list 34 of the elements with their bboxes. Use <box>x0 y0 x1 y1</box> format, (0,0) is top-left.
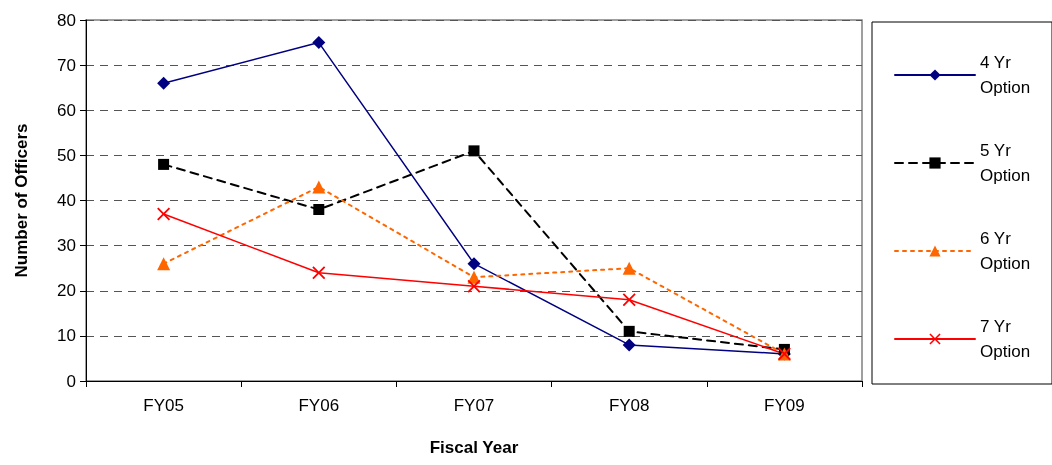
point <box>467 279 481 293</box>
point <box>622 261 636 275</box>
point <box>313 204 325 216</box>
point <box>157 257 171 271</box>
y-axis-title: Number of Officers <box>12 123 31 278</box>
x-tick-label: FY05 <box>143 396 184 415</box>
point <box>157 76 171 90</box>
point <box>158 158 170 170</box>
y-tick-label: 20 <box>57 281 76 301</box>
legend-label: 6 Yr Option <box>980 229 1031 273</box>
x-axis-title: Fiscal Year <box>429 438 519 457</box>
y-tick-label: 0 <box>66 371 76 391</box>
x-tick-label: FY08 <box>608 396 650 415</box>
legend-label: 5 Yr Option <box>980 141 1031 185</box>
legend-label: 4 Yr Option <box>980 53 1031 97</box>
y-tick-label: 70 <box>57 55 76 75</box>
point <box>622 338 636 352</box>
point <box>312 180 326 194</box>
y-tick-label: 30 <box>57 236 76 256</box>
point <box>468 145 480 157</box>
point <box>623 325 635 337</box>
y-tick-label: 80 <box>57 10 76 30</box>
x-tick-label: FY09 <box>764 396 805 415</box>
legend-label: 7 Yr Option <box>980 317 1031 361</box>
point <box>622 293 636 307</box>
y-tick-label: 60 <box>57 100 76 120</box>
y-tick-label: 10 <box>57 326 76 346</box>
point <box>312 36 326 50</box>
x-tick-label: FY07 <box>453 396 495 415</box>
x-tick-label: FY06 <box>298 396 340 415</box>
point <box>467 257 481 271</box>
y-tick-label: 50 <box>57 145 76 165</box>
point <box>312 266 326 280</box>
y-tick-label: 40 <box>57 191 76 210</box>
